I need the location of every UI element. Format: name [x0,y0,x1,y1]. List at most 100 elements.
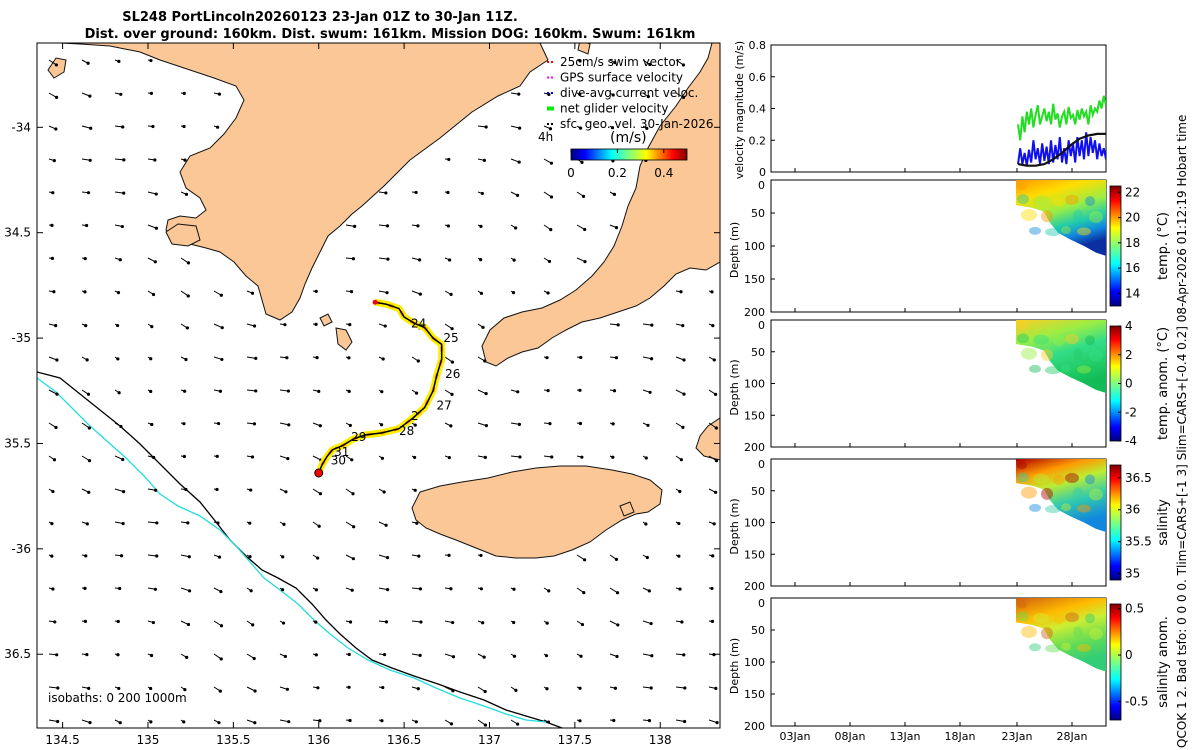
current-arrow [81,92,92,98]
current-arrow [576,719,582,723]
current-arrow [378,290,389,295]
colorbar-label: (m/s) [610,130,647,146]
current-arrow [576,92,582,96]
current-arrow [81,158,92,162]
section-colorbar-tick-label: 2 [1125,348,1133,362]
section-patch [1085,474,1095,485]
section-colorbar-tick-label: -2 [1125,405,1137,419]
current-arrow [675,389,686,396]
current-arrow [345,389,351,393]
current-arrow [114,653,120,657]
current-arrow [246,422,257,426]
current-arrow [378,620,389,624]
current-arrow [213,719,221,725]
section-panel: 0 50 100 150 200 Depth (m) 22 20 18 16 14 temp. (°C… [728,179,1171,319]
land-yorke-peninsula [481,43,720,367]
section-patch [1053,335,1065,346]
section-panel: 0 50 100 150 200 Depth (m) 36.5 36 35.5 35 salinit… [728,458,1171,593]
time-scale-label: 4h [538,130,553,144]
current-arrow [345,587,354,592]
section-colorbar-tick-label: 16 [1125,261,1140,275]
current-arrow [642,125,649,130]
current-arrow [114,224,124,229]
current-arrow [510,158,521,164]
current-arrow [180,587,192,593]
current-arrow [609,653,619,659]
section-panel: 0 50 100 150 200 Depth (m) 0.5 0 -0.5 salinity an… [728,597,1171,733]
section-colorbar-tick-label: 35 [1125,567,1140,581]
current-arrow [48,389,59,396]
velocity-series-line [1017,132,1106,167]
current-arrow [48,323,58,328]
current-arrow [378,521,388,527]
current-arrow [411,224,420,228]
land-kangaroo-island [411,465,663,559]
current-arrow [147,124,155,129]
track-day-label: 27 [437,399,452,413]
current-arrow [609,587,620,595]
current-arrow [543,191,554,199]
current-arrow [477,290,484,295]
legend-label: net glider velocity [560,102,668,116]
section-patch [1077,365,1091,374]
section-patch [1041,627,1053,640]
current-arrow [279,587,285,592]
section-patch [1089,349,1103,362]
current-arrow [642,653,654,658]
current-arrow [279,389,291,393]
current-arrow [114,422,123,429]
section-colorbar-tick-label: 0 [1125,648,1133,662]
current-arrow [543,421,552,426]
current-arrow [543,587,551,593]
current-arrow [246,686,257,693]
section-y-tick-label: 200 [744,306,765,319]
current-arrow [48,125,58,131]
current-arrow [48,191,55,195]
land-eyre-peninsula [37,43,549,321]
current-arrow [147,158,157,162]
current-arrow [246,323,257,328]
track-day-label: 24 [411,316,426,330]
current-arrow [642,521,648,526]
current-arrow [213,554,222,559]
current-arrow [378,356,385,361]
current-arrow [114,158,126,162]
section-colorbar-label: temp. anom. (°C) [1156,327,1171,440]
current-arrow [642,686,653,690]
current-arrow [81,356,89,362]
current-arrow [477,686,487,694]
section-y-tick-label: 200 [744,580,765,593]
current-arrow [345,685,351,689]
current-arrow [510,389,520,394]
current-arrow [510,455,522,459]
current-arrow [708,554,715,558]
section-patch [1053,474,1065,485]
current-arrow [477,719,488,727]
current-arrow [213,454,219,458]
current-arrow [114,125,125,129]
section-y-tick-label: 100 [744,517,765,530]
current-arrow [114,719,122,725]
current-arrow [675,719,687,724]
section-colorbar-tick-label: 36.5 [1125,471,1152,485]
section-colorbar [1109,464,1122,581]
current-arrow [477,587,483,591]
current-arrow [411,290,422,296]
current-arrow [411,356,420,363]
current-arrow [378,554,390,560]
section-patch [1073,487,1083,500]
current-arrow [48,719,60,724]
current-arrow [444,356,455,364]
current-arrow [81,554,88,558]
current-arrow [444,290,453,297]
isobaths-label: isobaths: 0 200 1000m [48,691,187,705]
current-arrow [312,322,318,326]
current-arrow [708,422,718,430]
section-patch [1077,643,1091,652]
section-colorbar-label: salinity anom. [1156,616,1171,708]
current-arrow [378,488,386,494]
section-data-field [1016,598,1106,672]
current-arrow [345,455,354,462]
